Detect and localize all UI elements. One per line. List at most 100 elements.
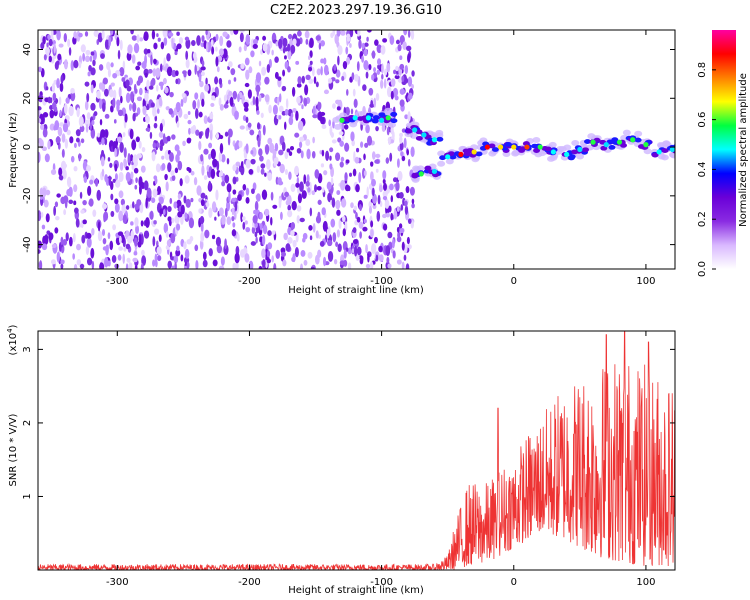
noise-speck bbox=[271, 255, 274, 263]
noise-speck bbox=[301, 190, 307, 199]
noise-speck bbox=[171, 265, 175, 269]
noise-speck bbox=[390, 126, 394, 135]
noise-speck bbox=[372, 187, 375, 197]
noise-speck bbox=[110, 30, 114, 36]
noise-speck bbox=[90, 67, 96, 76]
noise-speck bbox=[258, 60, 262, 67]
noise-speck bbox=[91, 260, 95, 269]
noise-speck bbox=[329, 147, 334, 153]
noise-speck bbox=[132, 102, 137, 113]
noise-speck bbox=[180, 98, 184, 108]
noise-speck bbox=[123, 158, 127, 167]
noise-speck bbox=[182, 140, 186, 147]
noise-speck bbox=[368, 205, 373, 214]
noise-speck bbox=[270, 191, 274, 201]
noise-speck bbox=[245, 34, 251, 46]
noise-speck bbox=[63, 195, 69, 204]
noise-speck bbox=[40, 42, 45, 50]
noise-speck bbox=[400, 204, 404, 211]
noise-speck bbox=[400, 151, 404, 157]
noise-speck bbox=[102, 102, 106, 113]
noise-speck bbox=[176, 121, 180, 128]
ridge-halo bbox=[662, 140, 671, 147]
noise-speck bbox=[349, 172, 352, 177]
noise-speck bbox=[312, 114, 318, 119]
noise-speck bbox=[136, 107, 141, 115]
noise-speck bbox=[171, 69, 177, 78]
noise-speck bbox=[399, 141, 404, 151]
noise-speck bbox=[180, 215, 184, 225]
ridge-core bbox=[504, 141, 512, 147]
noise-speck bbox=[320, 58, 325, 64]
noise-speck bbox=[316, 68, 321, 76]
x-tick-label: 0 bbox=[511, 577, 517, 588]
noise-speck bbox=[300, 263, 303, 269]
noise-speck bbox=[84, 119, 90, 127]
noise-speck bbox=[346, 37, 351, 42]
noise-speck bbox=[99, 262, 105, 269]
noise-speck bbox=[141, 60, 147, 70]
noise-speck bbox=[335, 69, 341, 78]
noise-speck bbox=[368, 63, 372, 71]
noise-speck bbox=[97, 230, 103, 242]
noise-speck bbox=[219, 170, 224, 177]
noise-speck bbox=[356, 246, 362, 256]
noise-speck bbox=[75, 129, 81, 137]
noise-speck bbox=[267, 230, 272, 237]
ridge-core bbox=[661, 148, 669, 154]
noise-speck bbox=[350, 108, 354, 115]
noise-speck bbox=[185, 198, 191, 208]
noise-speck bbox=[119, 39, 123, 51]
noise-speck bbox=[134, 237, 138, 247]
noise-speck bbox=[267, 172, 273, 181]
noise-speck bbox=[162, 133, 166, 144]
noise-speck bbox=[245, 187, 250, 196]
noise-speck bbox=[99, 118, 103, 126]
noise-speck bbox=[369, 261, 374, 269]
ridge-core bbox=[584, 139, 592, 144]
noise-speck bbox=[407, 53, 411, 63]
noise-speck bbox=[386, 126, 390, 136]
noise-speck bbox=[174, 261, 177, 269]
ridge-peak bbox=[564, 151, 570, 157]
noise-speck bbox=[252, 43, 258, 49]
noise-speck bbox=[381, 73, 384, 80]
noise-speck bbox=[133, 83, 137, 93]
noise-speck bbox=[156, 142, 160, 148]
noise-speck bbox=[204, 229, 210, 239]
noise-speck bbox=[222, 31, 228, 38]
noise-speck bbox=[403, 254, 407, 261]
noise-speck bbox=[303, 97, 308, 107]
noise-speck bbox=[242, 115, 247, 122]
noise-speck bbox=[128, 262, 133, 269]
noise-speck bbox=[171, 174, 176, 182]
noise-speck bbox=[126, 85, 132, 92]
noise-speck bbox=[82, 199, 87, 206]
noise-speck bbox=[370, 220, 374, 228]
noise-speck bbox=[299, 136, 305, 143]
noise-speck bbox=[183, 241, 187, 250]
noise-speck bbox=[58, 175, 64, 181]
noise-speck bbox=[205, 41, 209, 53]
noise-speck bbox=[60, 160, 67, 172]
noise-speck bbox=[78, 116, 84, 127]
noise-speck bbox=[118, 171, 124, 182]
noise-speck bbox=[335, 152, 341, 162]
noise-speck bbox=[335, 79, 340, 84]
noise-speck bbox=[123, 246, 127, 252]
noise-speck bbox=[205, 77, 208, 86]
noise-speck bbox=[175, 223, 181, 231]
noise-speck bbox=[247, 122, 252, 128]
noise-speck bbox=[41, 146, 47, 152]
noise-speck bbox=[129, 128, 134, 140]
noise-speck bbox=[117, 136, 123, 143]
noise-speck bbox=[295, 110, 299, 121]
noise-speck bbox=[345, 46, 349, 55]
ridge-peak bbox=[379, 117, 385, 123]
noise-speck bbox=[327, 239, 333, 247]
noise-speck bbox=[266, 63, 271, 73]
noise-speck bbox=[323, 256, 327, 267]
noise-speck bbox=[79, 191, 83, 199]
noise-speck bbox=[392, 177, 398, 183]
